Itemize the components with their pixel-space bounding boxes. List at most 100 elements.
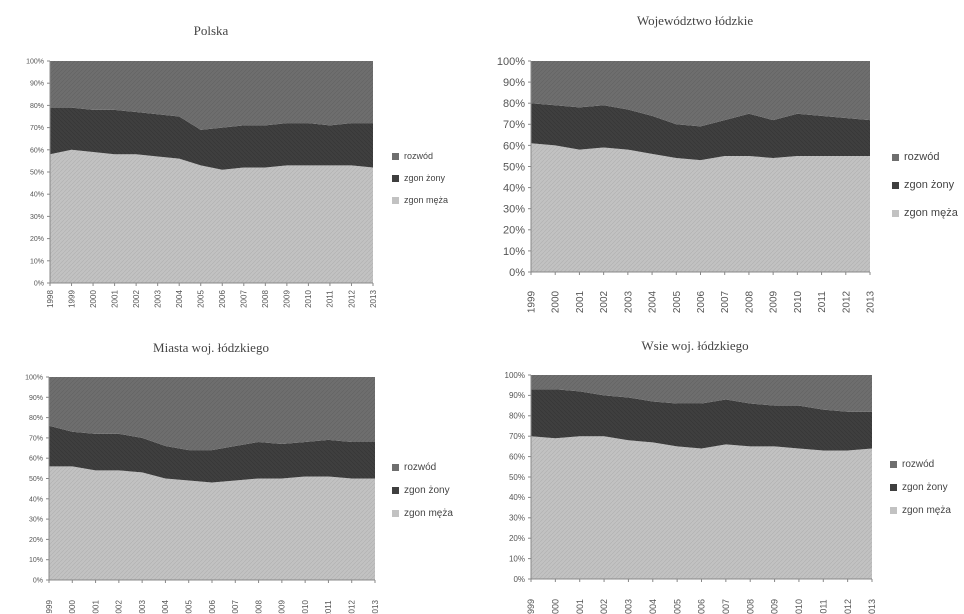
x-tick-label: 2005 xyxy=(672,599,682,614)
legend-label: rozwód xyxy=(902,459,935,470)
x-tick-label: 2002 xyxy=(115,600,124,614)
y-tick-label: 100% xyxy=(25,374,43,381)
legend-swatch xyxy=(392,464,399,471)
x-tick-label: 1999 xyxy=(45,600,54,614)
legend-item-zgon-zony: zgon żony xyxy=(392,173,448,183)
y-tick-label: 50% xyxy=(503,161,525,173)
y-tick-label: 80% xyxy=(503,98,525,110)
x-tick-label: 2007 xyxy=(720,290,731,313)
x-tick-label: 2008 xyxy=(744,290,755,313)
legend-swatch xyxy=(392,152,399,160)
y-tick-label: 90% xyxy=(509,391,525,400)
x-tick-label: 2012 xyxy=(347,290,356,308)
x-tick-label: 2005 xyxy=(672,290,683,313)
legend-label: zgon żony xyxy=(404,173,446,183)
y-tick-label: 50% xyxy=(29,476,43,483)
y-tick-label: 80% xyxy=(509,412,525,421)
legend-label: rozwód xyxy=(404,151,434,161)
legend-swatch xyxy=(892,209,899,217)
x-tick-label: 2011 xyxy=(817,291,828,313)
chart-svg: 0% 10% 20% 30% 40% 50% 60% 70% 80% 90% 100% 1999 200… xyxy=(497,56,877,313)
x-tick-label: 2007 xyxy=(721,599,731,614)
chart-panel-wojewodztwo: Województwo łódzkie 0% 10% 20% 30% 40% 50% 60%… xyxy=(480,0,964,330)
chart-title: Miasta woj. łódzkiego xyxy=(153,340,269,355)
x-tick-label: 2002 xyxy=(132,290,141,308)
x-tick-label: 2001 xyxy=(575,290,586,313)
legend-item-zgon-meza: zgon męża xyxy=(392,195,448,205)
legend-item-rozwod: rozwód xyxy=(392,151,448,161)
x-tick-label: 2012 xyxy=(348,600,357,614)
y-tick-label: 60% xyxy=(509,452,525,461)
y-tick-label: 80% xyxy=(30,103,44,110)
area-series-zgon-zony xyxy=(531,389,872,451)
chart-svg: 0% 10% 20% 30% 40% 50% 60% 70% 80% 90% 100% 1999 200… xyxy=(25,374,380,614)
x-tick-label: 2005 xyxy=(197,290,206,308)
x-tick-label: 2002 xyxy=(599,290,610,313)
x-tick-label: 2005 xyxy=(185,600,194,614)
y-tick-label: 60% xyxy=(503,140,525,152)
y-tick-label: 40% xyxy=(30,192,44,199)
y-tick-label: 40% xyxy=(29,496,43,503)
legend: rozwód zgon żony zgon męża xyxy=(392,151,448,217)
y-tick-label: 0% xyxy=(33,577,43,584)
legend-swatch xyxy=(392,510,399,517)
chart-title: Polska xyxy=(193,23,229,38)
legend-swatch xyxy=(392,487,399,494)
legend-swatch xyxy=(392,196,399,204)
x-tick-label: 2009 xyxy=(278,600,287,614)
x-tick-label: 2007 xyxy=(240,290,249,308)
x-tick-label: 2013 xyxy=(369,290,378,308)
x-tick-label: 2006 xyxy=(218,290,227,308)
x-tick-label: 2003 xyxy=(138,600,147,614)
x-tick-label: 2011 xyxy=(324,600,333,614)
x-tick-label: 2009 xyxy=(769,290,780,313)
y-tick-label: 60% xyxy=(30,147,44,154)
x-tick-label: 2003 xyxy=(153,290,162,308)
area-series-zgon-zony xyxy=(49,425,375,483)
x-tick-label: 2008 xyxy=(745,599,755,614)
legend-swatch xyxy=(892,153,899,161)
x-tick-label: 2008 xyxy=(254,600,263,614)
y-tick-label: 30% xyxy=(29,517,43,524)
area-series-rozwod xyxy=(531,61,870,127)
x-tick-label: 2004 xyxy=(161,600,170,614)
legend: rozwód zgon żony zgon męża xyxy=(892,151,958,231)
x-tick-label: 2002 xyxy=(599,599,609,614)
chart-panel-polska: Polska 0% 10% 20% 30% 40% 50% 60% 70% 80% 90% 100%… xyxy=(0,0,480,310)
y-tick-label: 70% xyxy=(29,435,43,442)
x-tick-label: 1999 xyxy=(526,599,536,614)
legend-swatch xyxy=(890,484,897,491)
x-tick-label: 2012 xyxy=(843,599,853,614)
y-tick-label: 70% xyxy=(30,125,44,132)
x-tick-label: 2011 xyxy=(326,290,335,308)
y-tick-label: 0% xyxy=(509,267,525,279)
area-series-zgon-meza xyxy=(50,149,373,283)
x-tick-label: 2010 xyxy=(304,290,313,308)
x-tick-label: 2006 xyxy=(208,600,217,614)
y-tick-label: 70% xyxy=(509,432,525,441)
area-series-zgon-meza xyxy=(531,143,870,272)
y-tick-label: 10% xyxy=(503,246,525,258)
x-tick-label: 2006 xyxy=(697,599,707,614)
y-tick-label: 90% xyxy=(29,395,43,402)
legend-label: zgon żony xyxy=(902,482,948,493)
x-tick-label: 2004 xyxy=(648,599,658,614)
y-tick-label: 100% xyxy=(26,58,44,65)
y-tick-label: 50% xyxy=(509,473,525,482)
x-tick-label: 2013 xyxy=(371,600,380,614)
y-tick-label: 30% xyxy=(503,204,525,216)
x-tick-label: 1999 xyxy=(527,290,538,313)
legend-item-zgon-zony: zgon żony xyxy=(892,179,958,191)
x-tick-label: 2009 xyxy=(283,290,292,308)
legend-swatch xyxy=(890,507,897,514)
chart-svg: 0% 10% 20% 30% 40% 50% 60% 70% 80% 90% 100% 1998 199… xyxy=(26,58,378,308)
x-tick-label: 2000 xyxy=(551,599,561,614)
legend-label: zgon żony xyxy=(404,485,450,496)
y-tick-label: 100% xyxy=(497,56,525,68)
y-tick-label: 0% xyxy=(34,280,44,287)
legend-label: zgon męża xyxy=(404,195,449,205)
legend-item-zgon-meza: zgon męża xyxy=(392,508,453,519)
chart-title: Województwo łódzkie xyxy=(636,13,754,28)
x-tick-label: 2010 xyxy=(301,600,310,614)
x-tick-label: 2009 xyxy=(770,599,780,614)
